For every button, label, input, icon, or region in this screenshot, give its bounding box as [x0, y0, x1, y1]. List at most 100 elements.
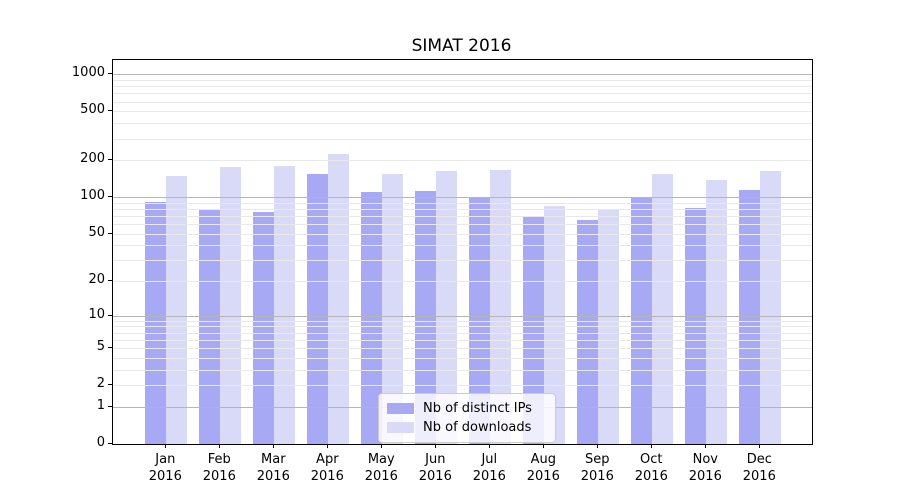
y-tick [108, 314, 112, 316]
gridline-minor [113, 245, 812, 247]
y-tick-label: 200 [80, 151, 105, 167]
y-tick [108, 280, 112, 282]
gridline-minor [113, 101, 812, 103]
gridline-minor [113, 93, 812, 95]
gridline-minor [113, 202, 812, 204]
bar-distinct-ips [685, 207, 707, 444]
gridline-minor [113, 215, 812, 217]
legend-label-downloads: Nb of downloads [423, 420, 532, 435]
x-tick-label: Jul 2016 [472, 452, 506, 484]
chart-title: SIMAT 2016 [411, 36, 512, 56]
gridline-minor [113, 208, 812, 210]
gridline-minor [113, 160, 812, 162]
bar-distinct-ips [523, 215, 545, 444]
legend: Nb of distinct IPs Nb of downloads [378, 393, 556, 443]
gridline-minor [113, 281, 812, 283]
gridline-minor [113, 369, 812, 371]
gridline-minor [113, 348, 812, 350]
bar-downloads [274, 166, 296, 444]
gridline-minor [113, 138, 812, 140]
y-tick-label: 0 [96, 435, 105, 450]
gridline-minor [113, 339, 812, 341]
x-tick [219, 444, 221, 448]
gridline-major [113, 315, 812, 317]
y-tick-label: 1 [96, 397, 105, 413]
plot-area: Nb of distinct IPs Nb of downloads [112, 59, 813, 445]
x-tick-label: Feb 2016 [202, 452, 236, 484]
y-tick-label: 2 [96, 376, 105, 392]
y-tick [108, 443, 112, 444]
gridline-minor [113, 111, 812, 113]
bar-distinct-ips [253, 211, 275, 444]
bar-downloads [544, 205, 566, 444]
y-tick-label: 1000 [71, 65, 105, 81]
bar-distinct-ips [361, 192, 383, 444]
x-tick-label: Dec 2016 [742, 452, 776, 484]
x-tick-label: Jan 2016 [148, 452, 182, 484]
legend-label-distinct-ips: Nb of distinct IPs [423, 401, 532, 416]
bar-downloads [706, 179, 728, 444]
x-tick-label: Sep 2016 [580, 452, 614, 484]
x-tick [543, 444, 545, 448]
bar-distinct-ips [739, 189, 761, 444]
y-tick-label: 500 [80, 102, 105, 118]
x-tick-label: Nov 2016 [688, 452, 722, 484]
legend-item-distinct-ips: Nb of distinct IPs [387, 399, 545, 418]
bar-distinct-ips [631, 197, 653, 444]
x-tick-label: May 2016 [364, 452, 398, 484]
y-tick [108, 232, 112, 234]
y-tick-label: 5 [96, 339, 105, 355]
y-tick [108, 73, 112, 75]
bar-distinct-ips [307, 173, 329, 444]
gridline-minor [113, 260, 812, 262]
x-tick [327, 444, 329, 448]
x-tick [759, 444, 761, 448]
bar-distinct-ips [145, 201, 167, 444]
bar-downloads [436, 171, 458, 444]
gridline-minor [113, 80, 812, 81]
legend-swatch-downloads [387, 422, 414, 433]
gridline-minor [113, 357, 812, 359]
y-tick [108, 347, 112, 349]
bar-downloads [490, 169, 512, 444]
x-tick [705, 444, 707, 448]
x-tick [597, 444, 599, 448]
gridline-minor [113, 86, 812, 88]
bar-downloads [760, 170, 782, 444]
gridline-minor [113, 385, 812, 387]
x-tick [651, 444, 653, 448]
bar-downloads [328, 154, 350, 444]
y-tick [108, 159, 112, 161]
y-tick-label: 10 [88, 306, 105, 322]
x-tick-label: Oct 2016 [634, 452, 668, 484]
bar-distinct-ips [577, 219, 599, 444]
x-tick [489, 444, 491, 448]
gridline-major [113, 197, 812, 199]
x-tick [273, 444, 275, 448]
bar-distinct-ips [415, 190, 437, 444]
x-tick [435, 444, 437, 448]
y-tick [108, 196, 112, 198]
gridline-minor [113, 123, 812, 125]
gridline-minor [113, 224, 812, 226]
legend-item-downloads: Nb of downloads [387, 418, 545, 437]
bar-downloads [166, 175, 188, 444]
y-tick-label: 20 [88, 272, 105, 288]
x-tick [165, 444, 167, 448]
x-tick-label: Jun 2016 [418, 452, 452, 484]
bar-downloads [652, 173, 674, 444]
x-tick [381, 444, 383, 448]
y-tick-label: 100 [80, 188, 105, 204]
gridline-minor [113, 233, 812, 235]
gridline-major [113, 74, 812, 76]
legend-swatch-distinct-ips [387, 403, 414, 414]
x-tick-label: Mar 2016 [256, 452, 290, 484]
y-tick [108, 405, 112, 407]
bar-downloads [220, 167, 242, 444]
y-tick [108, 384, 112, 386]
gridline-minor [113, 320, 812, 322]
gridline-minor [113, 332, 812, 334]
x-tick-label: Aug 2016 [526, 452, 560, 484]
y-tick-label: 50 [88, 224, 105, 240]
